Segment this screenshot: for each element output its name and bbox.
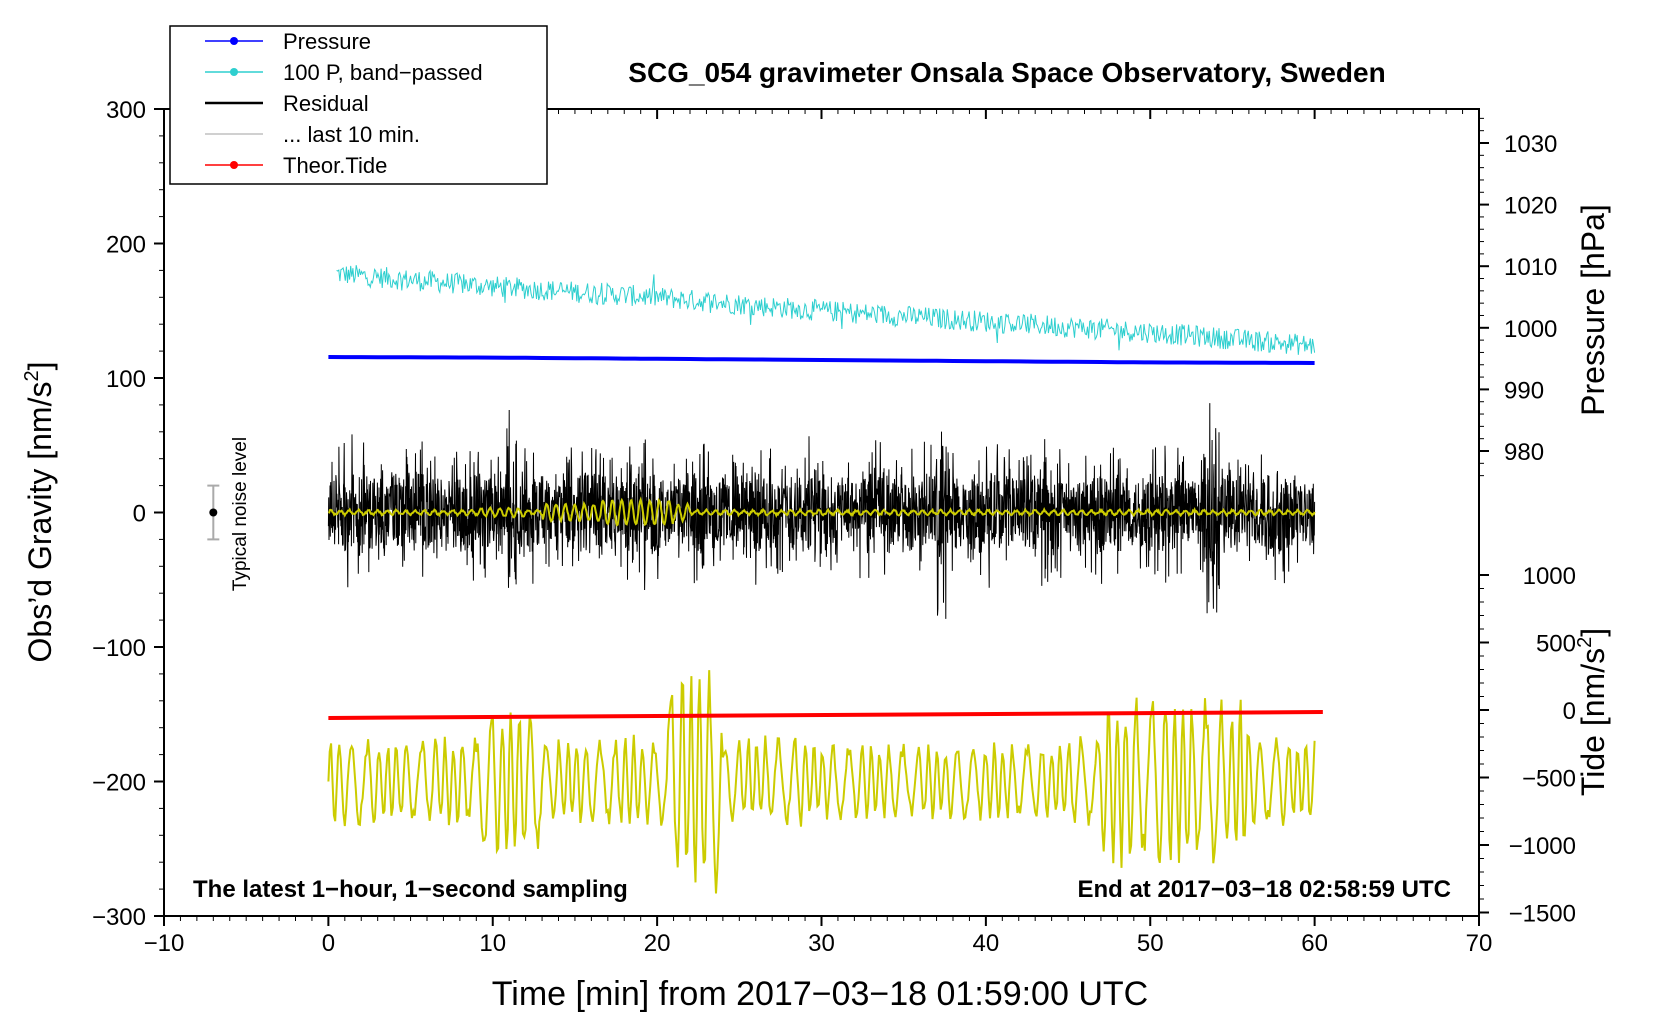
- legend-label-3: ... last 10 min.: [283, 122, 420, 147]
- series-pressure: [328, 355, 1315, 365]
- tide-tick-label: 1000: [1523, 563, 1576, 590]
- tide-label-end: ]: [1575, 628, 1611, 637]
- pressure-tick-label: 980: [1504, 439, 1544, 466]
- series-last-10-min: [327, 670, 1316, 894]
- x-tick-label: 20: [644, 930, 671, 957]
- end-time-note: End at 2017−03−18 02:58:59 UTC: [1077, 876, 1451, 903]
- y-left-tick-label: −100: [92, 635, 146, 662]
- pressure-axis-label: Pressure [hPa]: [1575, 204, 1611, 416]
- series-group: [327, 265, 1323, 894]
- y-left-tick-label: 200: [106, 232, 146, 259]
- y-left-axis-label: Obs’d Gravity [nm/s2]: [21, 362, 58, 663]
- noise-level-indicator: [207, 484, 220, 541]
- legend-label-1: 100 P, band−passed: [283, 60, 483, 85]
- tide-axis-label: Tide [nm/s2]: [1574, 628, 1611, 796]
- tide-tick-label: −1500: [1509, 901, 1576, 928]
- pressure-tick-label: 990: [1504, 377, 1544, 404]
- legend-box: [169, 25, 548, 185]
- series-residual: [327, 403, 1316, 619]
- series-pressure-bandpassed: [336, 265, 1316, 355]
- x-axis: −10 0 10 20 30 40 50 60 70: [144, 109, 1493, 957]
- legend-marker-4: [230, 161, 238, 169]
- sampling-note: The latest 1−hour, 1−second sampling: [193, 876, 628, 903]
- pressure-tick-label: 1020: [1504, 193, 1557, 220]
- x-tick-label: 50: [1137, 930, 1164, 957]
- tide-axis: −1500 −1000 −500 0 500 1000: [1479, 563, 1576, 928]
- series-residual-smoothed: [328, 496, 1316, 527]
- x-tick-label: 10: [479, 930, 506, 957]
- y-left-axis: −300 −200 −100 0 100 200 300: [92, 97, 164, 931]
- noise-bar-center-dot: [209, 508, 218, 517]
- pressure-tick-label: 1030: [1504, 131, 1557, 158]
- y-left-label-sup: 2: [21, 370, 43, 381]
- y-left-tick-label: −200: [92, 770, 146, 797]
- x-tick-label: 60: [1301, 930, 1328, 957]
- y-left-label-end: ]: [22, 362, 58, 371]
- legend-label-0: Pressure: [283, 29, 371, 54]
- noise-level-label: Typical noise level: [230, 437, 251, 591]
- x-tick-label: 0: [322, 930, 335, 957]
- y-left-tick-label: 300: [106, 97, 146, 124]
- pressure-tick-label: 1000: [1504, 316, 1557, 343]
- tide-tick-label: 0: [1563, 698, 1576, 725]
- chart-title: SCG_054 gravimeter Onsala Space Observat…: [628, 57, 1385, 88]
- tide-tick-label: 500: [1536, 631, 1576, 658]
- y-left-tick-label: 0: [133, 501, 146, 528]
- legend: Pressure 100 P, band−passed Residual ... la…: [169, 25, 548, 185]
- tide-label-sup: 2: [1574, 637, 1596, 648]
- x-tick-label: 70: [1466, 930, 1493, 957]
- legend-label-2: Residual: [283, 91, 369, 116]
- y-left-tick-label: −300: [92, 904, 146, 931]
- x-tick-label: 40: [973, 930, 1000, 957]
- tide-label-main: Tide [nm/s: [1575, 648, 1611, 796]
- x-tick-label: −10: [144, 930, 185, 957]
- legend-label-4: Theor.Tide: [283, 153, 387, 178]
- tide-tick-label: −500: [1522, 766, 1576, 793]
- pressure-tick-label: 1010: [1504, 254, 1557, 281]
- tide-tick-label: −1000: [1509, 833, 1576, 860]
- pressure-axis: 980 990 1000 1010 1020 1030: [1478, 109, 1557, 480]
- x-axis-label: Time [min] from 2017−03−18 01:59:00 UTC: [492, 975, 1148, 1013]
- y-left-tick-label: 100: [106, 366, 146, 393]
- legend-marker-0: [230, 37, 238, 45]
- y-left-label-main: Obs’d Gravity [nm/s: [22, 382, 58, 663]
- series-theor-tide: [328, 710, 1323, 720]
- x-tick-label: 30: [808, 930, 835, 957]
- legend-marker-1: [230, 68, 238, 76]
